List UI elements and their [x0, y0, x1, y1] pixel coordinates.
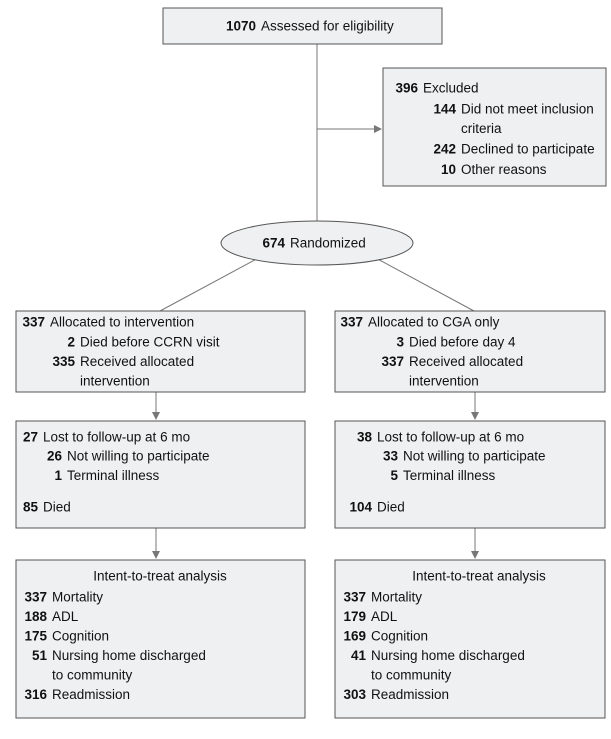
- label: Died: [377, 500, 405, 515]
- count: 41: [351, 648, 367, 663]
- label: Mortality: [52, 590, 103, 605]
- analysis-title: Intent-to-treat analysis: [93, 569, 227, 584]
- label: Assessed for eligibility: [261, 19, 394, 34]
- analysis-title: Intent-to-treat analysis: [412, 569, 546, 584]
- count: 337: [22, 315, 45, 330]
- box: [334, 420, 606, 529]
- ellipse: [220, 220, 414, 266]
- box: [334, 310, 606, 393]
- label: Excluded: [423, 81, 479, 96]
- count: 3: [396, 335, 404, 350]
- count: 303: [343, 687, 366, 702]
- label: Died before CCRN visit: [80, 335, 220, 350]
- label: Terminal illness: [67, 468, 160, 483]
- count: 335: [52, 354, 75, 369]
- count: 51: [32, 648, 48, 663]
- count: 1070: [226, 19, 256, 34]
- connector: [159, 255, 263, 312]
- count: 144: [433, 102, 456, 117]
- label: Nursing home discharged: [371, 648, 525, 663]
- label: Declined to participate: [461, 142, 595, 157]
- label: Died before day 4: [409, 335, 516, 350]
- count: 316: [24, 687, 47, 702]
- count: 26: [47, 449, 63, 464]
- label: intervention: [80, 374, 150, 389]
- count: 5: [390, 468, 398, 483]
- label: Other reasons: [461, 162, 547, 177]
- label: Mortality: [371, 590, 422, 605]
- count: 337: [343, 590, 366, 605]
- count: 33: [383, 449, 399, 464]
- count: 1: [54, 468, 62, 483]
- label: Not willing to participate: [403, 449, 546, 464]
- label: Randomized: [290, 236, 366, 251]
- count: 10: [441, 162, 456, 177]
- label: ADL: [52, 609, 79, 624]
- count: 396: [395, 81, 418, 96]
- count: 27: [23, 430, 38, 445]
- label: ADL: [371, 609, 398, 624]
- count: 337: [24, 590, 47, 605]
- count: 242: [433, 142, 456, 157]
- box: [334, 559, 606, 719]
- count: 337: [381, 354, 404, 369]
- label: Nursing home discharged: [52, 648, 206, 663]
- count: 2: [67, 335, 75, 350]
- label: Readmission: [52, 687, 130, 702]
- connector: [371, 255, 475, 312]
- label: to community: [52, 668, 133, 683]
- label: Terminal illness: [403, 468, 496, 483]
- label: Cognition: [52, 629, 109, 644]
- label: Cognition: [371, 629, 428, 644]
- label: Allocated to CGA only: [368, 315, 500, 330]
- count: 104: [349, 500, 372, 515]
- count: 175: [24, 629, 47, 644]
- box: [382, 67, 607, 187]
- label: Readmission: [371, 687, 449, 702]
- count: 674: [262, 236, 285, 251]
- box: [15, 420, 306, 529]
- box: [15, 310, 306, 393]
- count: 337: [340, 315, 363, 330]
- label: Not willing to participate: [67, 449, 210, 464]
- count: 179: [343, 609, 366, 624]
- label: Lost to follow-up at 6 mo: [43, 430, 190, 445]
- label: intervention: [409, 374, 479, 389]
- box: [15, 559, 306, 719]
- count: 85: [23, 500, 39, 515]
- label: Received allocated: [80, 354, 194, 369]
- count: 169: [343, 629, 366, 644]
- label: criteria: [461, 121, 502, 136]
- box: [162, 7, 443, 45]
- count: 38: [357, 430, 373, 445]
- label: Allocated to intervention: [50, 315, 194, 330]
- label: Received allocated: [409, 354, 523, 369]
- label: Lost to follow-up at 6 mo: [377, 430, 524, 445]
- label: Died: [43, 500, 71, 515]
- label: to community: [371, 668, 452, 683]
- count: 188: [24, 609, 47, 624]
- label: Did not meet inclusion: [461, 102, 594, 117]
